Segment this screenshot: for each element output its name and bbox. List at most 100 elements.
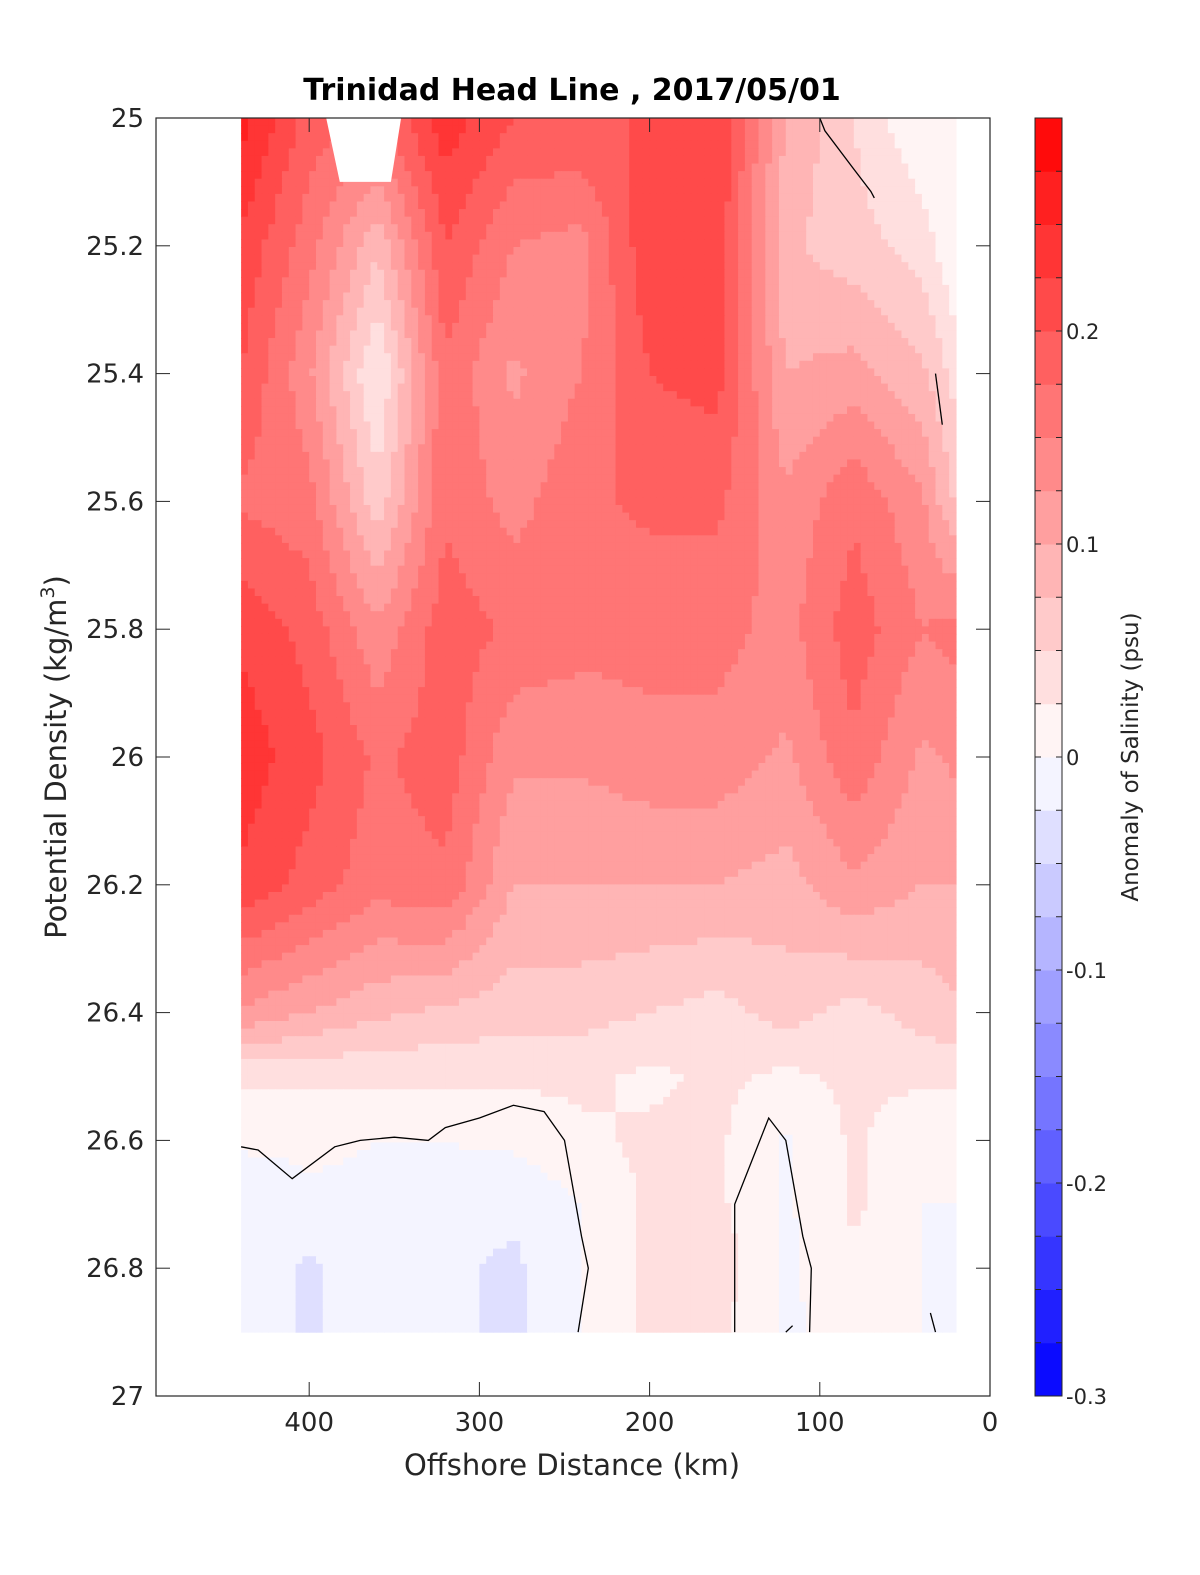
heatmap-cell	[268, 269, 276, 278]
heatmap-cell	[887, 383, 896, 392]
heatmap-cell	[935, 345, 943, 354]
heatmap-cell	[411, 406, 419, 415]
heatmap-cell	[867, 413, 875, 423]
heatmap-cell	[690, 330, 698, 339]
heatmap-cell	[915, 322, 923, 332]
heatmap-cell	[921, 353, 930, 362]
heatmap-cell	[663, 406, 671, 415]
heatmap-cell	[601, 345, 610, 354]
heatmap-cell	[275, 391, 283, 400]
heatmap-cell	[574, 239, 583, 248]
heatmap-cell	[799, 239, 807, 248]
heatmap-cell	[288, 284, 297, 294]
heatmap-cell	[424, 391, 433, 400]
heatmap-cell	[649, 421, 657, 430]
heatmap-cell	[608, 125, 617, 134]
heatmap-cell	[595, 284, 603, 294]
heatmap-cell	[731, 376, 739, 385]
heatmap-cell	[547, 444, 555, 453]
heatmap-cell	[452, 269, 460, 278]
heatmap-cell	[506, 322, 515, 332]
heatmap-cell	[833, 125, 841, 134]
heatmap-cell	[697, 444, 705, 453]
heatmap-cell	[676, 459, 685, 468]
heatmap-cell	[887, 140, 896, 149]
heatmap-cell	[302, 353, 310, 362]
heatmap-cell	[281, 413, 290, 423]
heatmap-cell	[275, 155, 283, 165]
heatmap-cell	[663, 155, 671, 165]
heatmap-cell	[874, 224, 882, 233]
heatmap-cell	[921, 155, 930, 165]
heatmap-cell	[506, 429, 515, 438]
heatmap-cell	[499, 269, 508, 278]
heatmap-cell	[322, 444, 331, 453]
heatmap-cell	[527, 277, 535, 286]
heatmap-cell	[554, 391, 562, 400]
heatmap-cell	[574, 209, 583, 218]
heatmap-cell	[751, 262, 760, 271]
heatmap-cell	[377, 292, 385, 301]
heatmap-cell	[595, 413, 603, 423]
heatmap-cell	[676, 193, 685, 203]
heatmap-cell	[581, 118, 589, 127]
heatmap-cell	[261, 269, 269, 278]
heatmap-cell	[533, 307, 542, 316]
heatmap-cell	[554, 315, 562, 324]
heatmap-cell	[921, 360, 930, 370]
heatmap-cell	[949, 277, 957, 286]
heatmap-cell	[465, 307, 474, 316]
heatmap-cell	[452, 216, 460, 225]
heatmap-cell	[724, 436, 732, 445]
heatmap-cell	[268, 376, 276, 385]
heatmap-cell	[629, 133, 637, 142]
heatmap-cell	[731, 163, 739, 172]
heatmap-cell	[772, 353, 780, 362]
heatmap-cell	[615, 186, 623, 195]
heatmap-cell	[363, 398, 372, 407]
heatmap-cell	[799, 398, 807, 407]
heatmap-cell	[288, 406, 297, 415]
heatmap-cell	[302, 224, 310, 233]
heatmap-cell	[254, 140, 263, 149]
heatmap-cell	[853, 444, 862, 453]
heatmap-cell	[547, 193, 555, 203]
heatmap-cell	[928, 444, 937, 453]
heatmap-cell	[690, 140, 698, 149]
heatmap-cell	[758, 300, 766, 309]
heatmap-cell	[588, 201, 596, 210]
heatmap-cell	[806, 345, 814, 354]
heatmap-cell	[295, 353, 303, 362]
heatmap-cell	[370, 406, 378, 415]
heatmap-cell	[506, 231, 515, 241]
heatmap-cell	[418, 186, 426, 195]
heatmap-cell	[472, 133, 480, 142]
heatmap-cell	[384, 193, 392, 203]
heatmap-cell	[363, 413, 372, 423]
heatmap-cell	[785, 193, 794, 203]
heatmap-cell	[860, 148, 869, 157]
heatmap-cell	[384, 315, 392, 324]
heatmap-cell	[615, 376, 623, 385]
heatmap-cell	[288, 239, 297, 248]
heatmap-cell	[458, 345, 467, 354]
heatmap-cell	[411, 247, 419, 256]
heatmap-cell	[343, 330, 351, 339]
heatmap-cell	[806, 140, 814, 149]
heatmap-cell	[710, 360, 719, 370]
heatmap-cell	[615, 345, 623, 354]
heatmap-cell	[254, 406, 263, 415]
heatmap-cell	[622, 178, 630, 187]
heatmap-cell	[445, 338, 453, 347]
heatmap-cell	[479, 118, 487, 127]
heatmap-cell	[860, 163, 869, 172]
heatmap-cell	[731, 307, 739, 316]
heatmap-cell	[268, 231, 276, 241]
heatmap-cell	[261, 193, 269, 203]
heatmap-cell	[853, 353, 862, 362]
heatmap-cell	[254, 467, 263, 476]
heatmap-cell	[663, 322, 671, 332]
heatmap-cell	[288, 467, 297, 476]
heatmap-cell	[527, 171, 535, 180]
heatmap-cell	[322, 148, 331, 157]
